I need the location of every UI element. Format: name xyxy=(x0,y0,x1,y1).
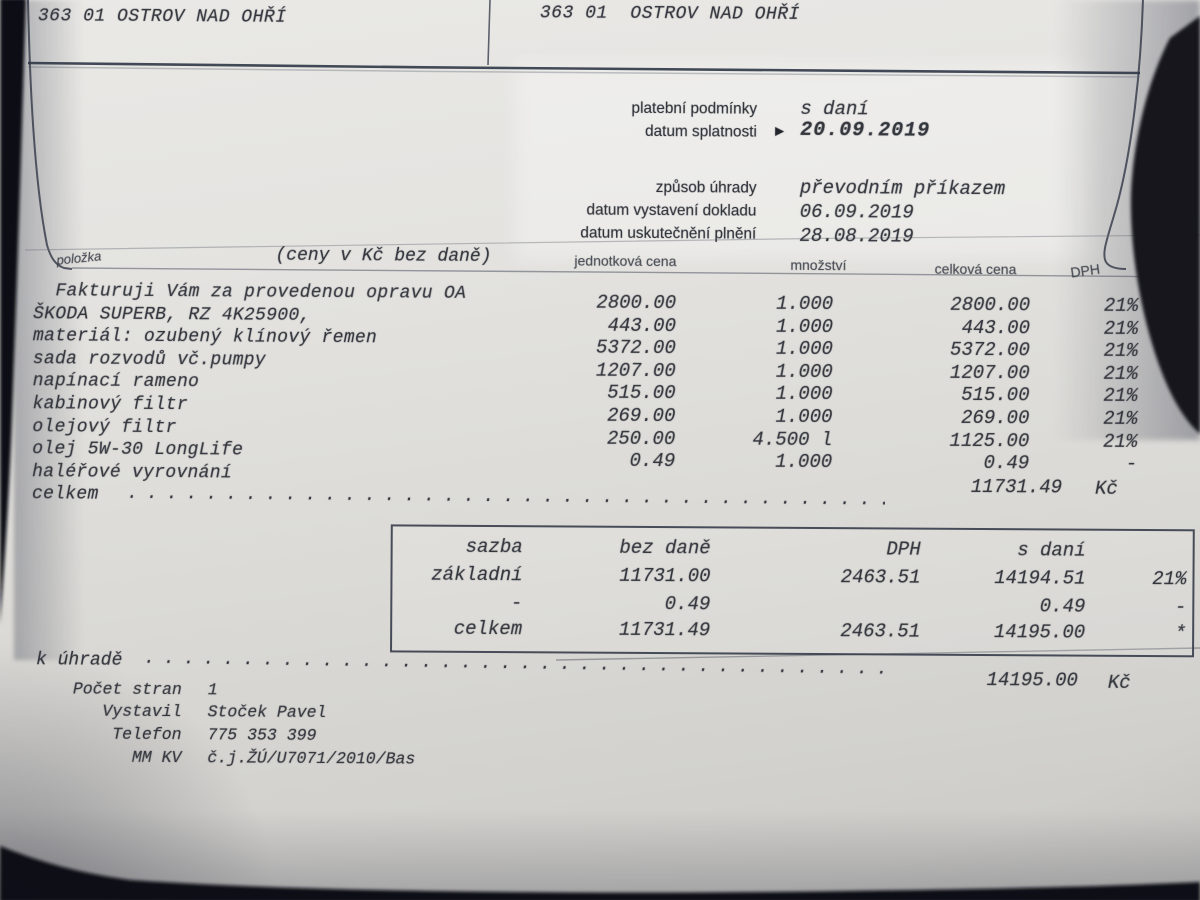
summary-header-net: bez daně xyxy=(619,536,711,560)
table-note: (ceny v Kč bez daně) xyxy=(275,245,492,268)
footer-value: 775 353 399 xyxy=(207,725,317,745)
arrow-right-icon: ► xyxy=(772,122,788,140)
total-cell: 515.00 xyxy=(961,384,1030,407)
summary-rate: - xyxy=(510,592,523,615)
vat-cell: 21% xyxy=(1103,339,1138,363)
summary-header-vat: DPH xyxy=(886,538,921,561)
item-description: olejový filtr xyxy=(32,416,177,438)
footer-value: č.j.ŽÚ/U7071/2010/Bas xyxy=(207,748,416,769)
footer-label: Počet stran xyxy=(72,679,182,700)
summary-mark: - xyxy=(1174,596,1187,619)
column-header-total: celková cena xyxy=(934,260,1017,278)
item-description: olej 5W-30 LongLife xyxy=(32,439,244,461)
vat-cell: 21% xyxy=(1103,407,1138,430)
summary-net: 0.49 xyxy=(664,593,711,616)
summary-gross: 14194.51 xyxy=(994,567,1086,590)
summary-rate: základní xyxy=(431,563,523,587)
payment-method-label: způsob úhrady xyxy=(655,179,757,197)
vat-cell: 21% xyxy=(1103,294,1139,317)
summary-net: 11731.00 xyxy=(619,564,711,588)
summary-net: 11731.49 xyxy=(618,618,711,642)
address-left: 363 01 OSTROV NAD OHŘÍ xyxy=(37,6,287,28)
vat-cell: 21% xyxy=(1103,317,1139,340)
payment-terms-label: platební podmínky xyxy=(631,99,758,118)
vat-summary-box: sazba bez daně DPH s daní základní 11731… xyxy=(390,524,1195,658)
summary-gross: 0.49 xyxy=(1039,595,1086,618)
footer-value: 1 xyxy=(207,680,218,700)
footer-value: Stoček Pavel xyxy=(207,702,327,723)
issue-date-value: 06.09.2019 xyxy=(799,200,914,224)
item-description: kabinový filtr xyxy=(32,394,189,416)
total-due-label: k úhradě xyxy=(35,650,123,671)
total-cell: 5372.00 xyxy=(949,338,1030,362)
summary-header-rate: sazba xyxy=(465,535,523,559)
summary-vat: 2463.51 xyxy=(840,566,921,589)
item-description: materiál: ozubený klínový řemen xyxy=(32,326,378,349)
vat-cell: 21% xyxy=(1103,362,1138,385)
payment-terms-value: s daní xyxy=(800,97,869,121)
vat-cell: 21% xyxy=(1103,385,1138,408)
item-description: ŠKODA SUPERB, RZ 4K25900, xyxy=(33,303,311,326)
address-right: 363 01 OSTROV NAD OHŘÍ xyxy=(539,3,800,25)
item-description: haléřové vyrovnání xyxy=(32,462,233,484)
due-date-value: 20.09.2019 xyxy=(800,118,931,143)
subtotal-amount: 11731.49 xyxy=(970,475,1063,499)
column-header-item: položka xyxy=(55,248,102,268)
total-due-amount: 14195.00 xyxy=(986,669,1078,692)
item-description: sada rozvodů vč.pumpy xyxy=(32,349,267,371)
total-due-currency: Kč xyxy=(1107,671,1131,694)
column-header-unit-price: jednotková cena xyxy=(574,252,677,270)
summary-gross: 14195.00 xyxy=(993,621,1086,644)
total-cell: 269.00 xyxy=(960,406,1030,430)
total-cell: 443.00 xyxy=(961,316,1031,339)
subtotal-dotted-leader: ........................................… xyxy=(126,483,886,511)
summary-rate: celkem xyxy=(453,617,523,641)
subtotal-currency: Kč xyxy=(1094,477,1118,500)
item-description: napínací rameno xyxy=(32,371,200,393)
column-header-qty: množství xyxy=(790,256,847,274)
summary-header-gross: s daní xyxy=(1017,539,1086,562)
total-cell: 0.49 xyxy=(983,452,1030,475)
total-cell: 2800.00 xyxy=(950,293,1031,317)
vat-cell: - xyxy=(1125,453,1138,476)
vat-cell: 21% xyxy=(1103,430,1138,453)
summary-vat: 2463.51 xyxy=(840,620,921,643)
footer-label: MM KV xyxy=(131,747,182,768)
total-cell: 1207.00 xyxy=(949,361,1030,385)
supply-date-label: datum uskutečnění plnění xyxy=(580,224,757,243)
column-header-vat: DPH xyxy=(1069,260,1101,281)
total-cell: 1125.00 xyxy=(949,429,1030,452)
summary-mark: * xyxy=(1174,622,1187,645)
payment-method-value: převodním příkazem xyxy=(799,176,1006,201)
supply-date-value: 28.08.2019 xyxy=(799,224,914,248)
issue-date-label: datum vystavení dokladu xyxy=(586,201,757,220)
subtotal-label: celkem xyxy=(31,484,99,505)
summary-mark: 21% xyxy=(1152,568,1187,591)
footer-label: Vystavil xyxy=(102,701,182,722)
footer-label: Telefon xyxy=(112,724,182,745)
footer-row: MM KV č.j.ŽÚ/U7071/2010/Bas xyxy=(0,0,416,769)
item-description: Fakturuji Vám za provedenou opravu OA xyxy=(33,281,467,304)
due-date-label: datum splatnosti xyxy=(645,122,757,141)
